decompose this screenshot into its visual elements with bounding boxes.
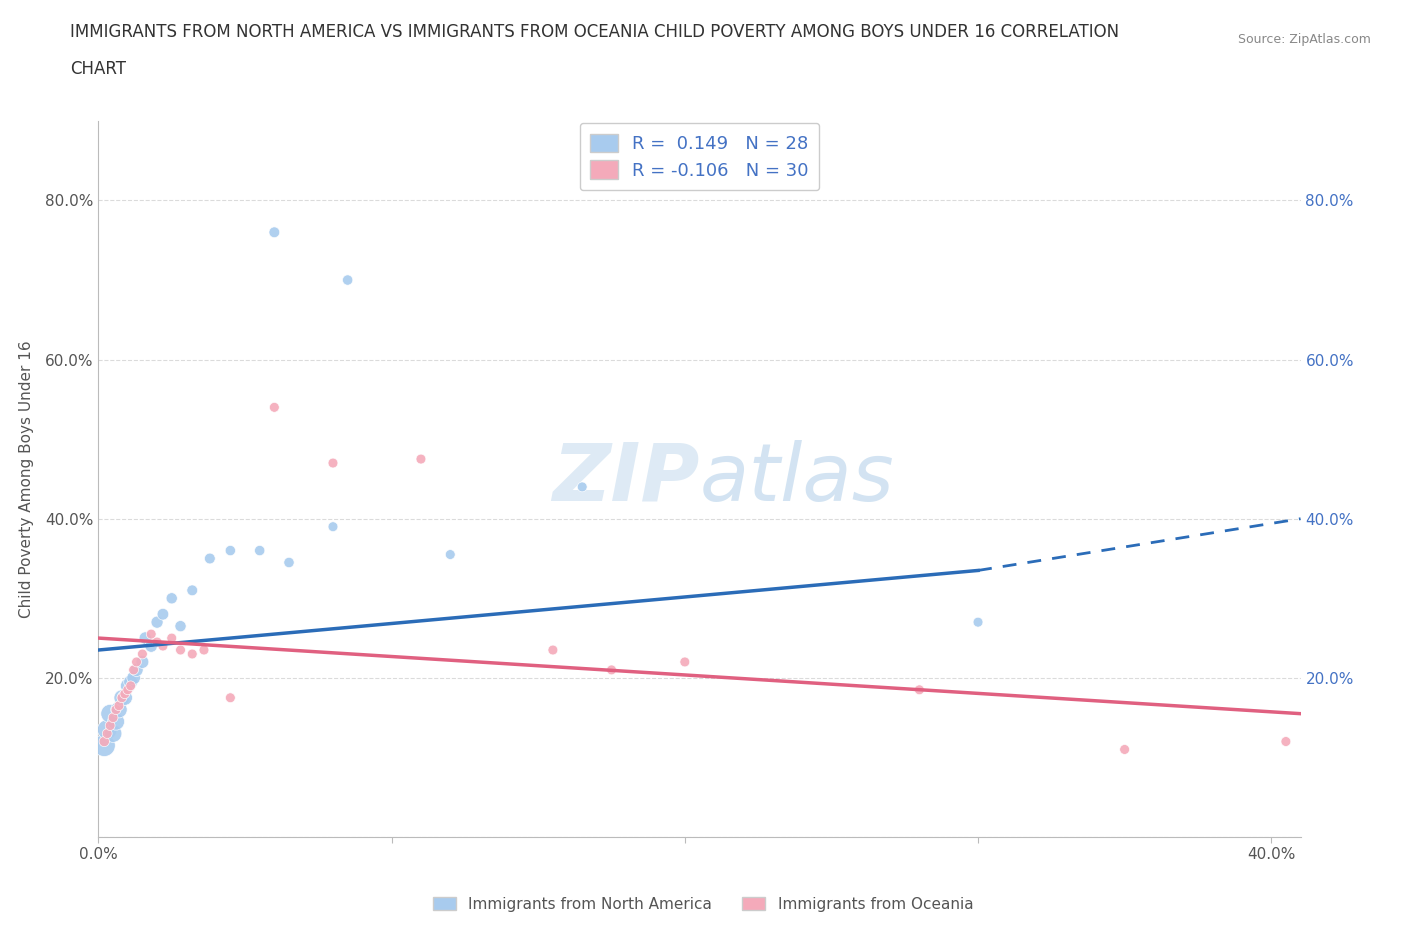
Point: [96, 726, 118, 741]
Point: [152, 639, 174, 654]
Point: [111, 690, 134, 705]
Point: [93, 738, 115, 753]
Point: [541, 643, 564, 658]
Point: [146, 634, 169, 649]
Point: [571, 480, 593, 495]
Y-axis label: Child Poverty Among Boys Under 16: Child Poverty Among Boys Under 16: [18, 340, 34, 618]
Point: [219, 543, 242, 558]
Point: [122, 662, 145, 677]
Point: [117, 683, 139, 698]
Point: [114, 690, 136, 705]
Point: [114, 686, 136, 701]
Point: [141, 639, 163, 654]
Point: [105, 702, 128, 717]
Point: [108, 698, 131, 713]
Point: [105, 714, 128, 729]
Point: [125, 662, 148, 677]
Point: [198, 551, 221, 566]
Point: [98, 706, 121, 721]
Point: [101, 711, 124, 725]
Point: [98, 718, 121, 733]
Point: [93, 734, 115, 749]
Text: ZIP: ZIP: [553, 440, 700, 518]
Point: [249, 543, 271, 558]
Point: [125, 655, 148, 670]
Point: [336, 272, 359, 287]
Point: [322, 456, 344, 471]
Point: [322, 519, 344, 534]
Point: [409, 452, 432, 467]
Point: [673, 655, 696, 670]
Point: [908, 683, 931, 698]
Point: [120, 678, 142, 693]
Point: [131, 655, 153, 670]
Point: [108, 702, 131, 717]
Point: [181, 646, 204, 661]
Legend: R =  0.149   N = 28, R = -0.106   N = 30: R = 0.149 N = 28, R = -0.106 N = 30: [579, 123, 820, 191]
Point: [1275, 734, 1298, 749]
Point: [146, 615, 169, 630]
Point: [141, 627, 163, 642]
Point: [181, 583, 204, 598]
Text: IMMIGRANTS FROM NORTH AMERICA VS IMMIGRANTS FROM OCEANIA CHILD POVERTY AMONG BOY: IMMIGRANTS FROM NORTH AMERICA VS IMMIGRA…: [70, 23, 1119, 41]
Point: [160, 591, 183, 605]
Point: [263, 225, 285, 240]
Point: [278, 555, 301, 570]
Point: [169, 618, 191, 633]
Point: [134, 631, 156, 645]
Point: [152, 606, 174, 621]
Point: [439, 547, 461, 562]
Text: atlas: atlas: [700, 440, 894, 518]
Point: [117, 678, 139, 693]
Legend: Immigrants from North America, Immigrants from Oceania: Immigrants from North America, Immigrant…: [427, 890, 979, 918]
Point: [1114, 742, 1136, 757]
Point: [600, 662, 623, 677]
Point: [263, 400, 285, 415]
Point: [101, 726, 124, 741]
Point: [120, 674, 142, 689]
Point: [111, 690, 134, 705]
Point: [219, 690, 242, 705]
Text: Source: ZipAtlas.com: Source: ZipAtlas.com: [1237, 33, 1371, 46]
Point: [169, 643, 191, 658]
Text: CHART: CHART: [70, 60, 127, 78]
Point: [193, 643, 215, 658]
Point: [131, 646, 153, 661]
Point: [967, 615, 990, 630]
Point: [122, 671, 145, 685]
Point: [160, 631, 183, 645]
Point: [96, 722, 118, 737]
